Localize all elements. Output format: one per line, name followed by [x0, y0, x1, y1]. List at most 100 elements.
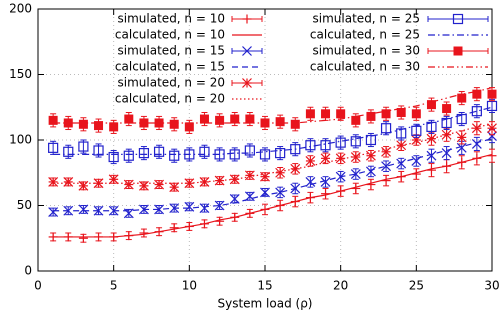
marker	[260, 171, 270, 182]
marker-stroke	[199, 176, 210, 187]
marker-square	[381, 109, 391, 119]
marker-stroke	[169, 182, 180, 193]
marker-stroke	[199, 203, 210, 214]
marker	[199, 203, 210, 214]
marker	[336, 109, 346, 119]
legend-label: simulated, n = 30	[313, 44, 420, 58]
marker	[471, 139, 482, 149]
legend-label: calculated, n = 15	[115, 60, 225, 74]
series-line	[53, 87, 493, 124]
marker	[305, 156, 316, 166]
marker	[442, 104, 452, 114]
marker-stroke	[260, 171, 270, 182]
marker-square	[305, 109, 315, 119]
marker	[366, 111, 376, 121]
marker	[381, 109, 391, 119]
marker-square	[452, 13, 464, 25]
marker	[78, 204, 89, 215]
marker	[78, 233, 88, 243]
legend-label: simulated, n = 20	[118, 76, 225, 90]
marker	[244, 145, 255, 156]
marker	[242, 14, 252, 24]
legend-label: simulated, n = 25	[313, 12, 420, 26]
marker-stroke	[229, 174, 240, 185]
marker	[457, 93, 467, 103]
x-axis-label: System load (ρ)	[217, 297, 312, 311]
marker	[471, 123, 482, 134]
marker	[230, 114, 240, 124]
marker-stroke	[471, 139, 482, 149]
x-tick-label: 25	[409, 279, 424, 293]
marker-stroke	[290, 163, 301, 174]
marker	[242, 46, 252, 56]
marker-square	[275, 148, 286, 159]
marker	[305, 109, 315, 119]
marker-square	[78, 119, 88, 129]
marker-square	[335, 137, 346, 148]
marker	[123, 150, 134, 161]
marker	[290, 119, 300, 129]
marker	[108, 174, 119, 185]
y-tick-label: 150	[9, 67, 32, 81]
marker	[184, 122, 194, 132]
marker-stroke	[242, 78, 252, 88]
marker-stroke	[396, 158, 407, 169]
marker-stroke	[350, 169, 361, 179]
marker-square	[108, 151, 119, 163]
legend-label: calculated, n = 20	[115, 92, 225, 106]
marker-square	[184, 122, 194, 132]
marker-square	[336, 109, 346, 119]
marker-stroke	[426, 150, 437, 161]
marker-stroke	[275, 187, 286, 198]
legend-label: simulated, n = 15	[118, 44, 225, 58]
marker-stroke	[366, 166, 376, 177]
y-tick-label: 100	[9, 133, 32, 147]
marker-stroke	[456, 132, 467, 143]
marker	[78, 119, 88, 129]
marker	[169, 119, 179, 129]
x-tick-label: 5	[110, 279, 118, 293]
marker	[214, 175, 225, 186]
marker	[472, 89, 482, 99]
marker	[321, 109, 331, 119]
marker-square	[244, 145, 255, 156]
marker-square	[411, 109, 421, 119]
marker	[215, 115, 225, 125]
marker	[48, 115, 58, 125]
marker	[487, 123, 497, 134]
marker	[259, 149, 271, 160]
marker-square	[63, 146, 74, 157]
marker-square	[411, 125, 422, 136]
marker-stroke	[471, 123, 482, 134]
y-tick-label: 50	[17, 198, 32, 212]
marker-square	[380, 123, 392, 134]
marker	[48, 207, 59, 217]
marker	[411, 109, 421, 119]
marker	[471, 106, 482, 117]
marker	[229, 149, 240, 160]
marker-square	[138, 148, 150, 159]
x-tick-label: 15	[257, 279, 272, 293]
legend-label: calculated, n = 25	[310, 28, 420, 42]
marker	[320, 140, 331, 151]
marker-square	[94, 121, 104, 131]
marker	[441, 129, 452, 140]
marker	[275, 167, 286, 178]
marker-stroke	[305, 176, 316, 187]
marker	[63, 146, 74, 157]
marker-stroke	[48, 207, 59, 217]
marker-square	[426, 100, 436, 110]
marker	[456, 142, 467, 153]
marker	[229, 174, 240, 185]
marker-square	[350, 136, 361, 147]
marker	[199, 146, 210, 157]
marker	[396, 140, 407, 151]
marker-stroke	[381, 161, 391, 172]
marker	[453, 46, 463, 56]
marker	[154, 179, 164, 190]
marker	[94, 121, 104, 131]
marker	[169, 182, 180, 193]
marker	[48, 176, 59, 187]
marker-square	[259, 149, 271, 160]
